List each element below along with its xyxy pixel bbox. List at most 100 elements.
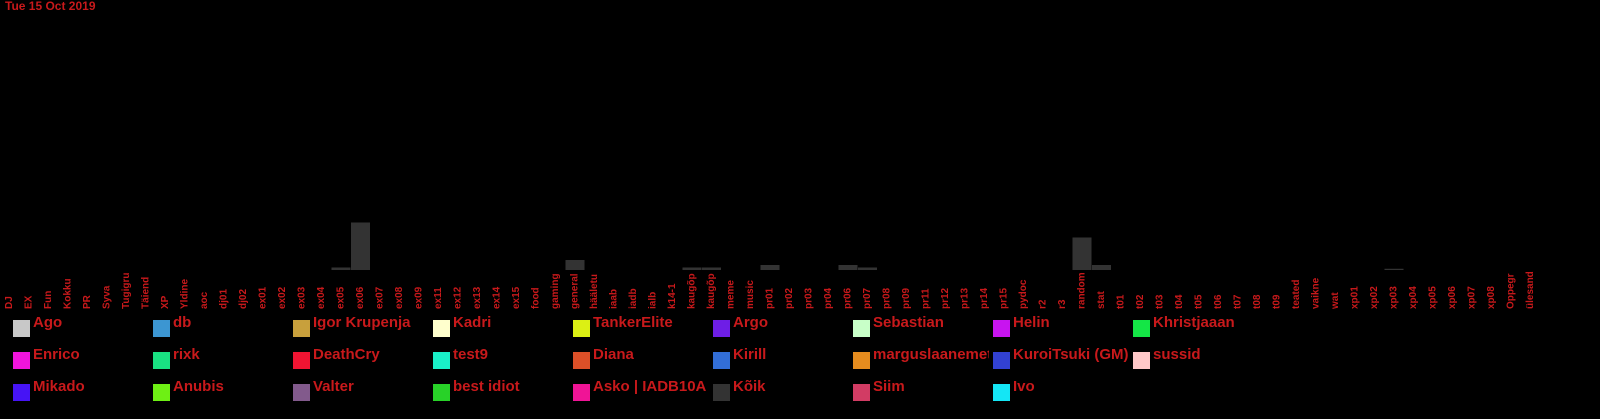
category-label: EX: [24, 295, 35, 309]
category-label: t05: [1194, 294, 1205, 309]
legend-swatch: [13, 352, 30, 369]
bar-kaugõp-series-17: [682, 267, 702, 270]
legend-swatch: [13, 320, 30, 337]
category-label: xp01: [1350, 286, 1361, 309]
legend-item: Diana: [573, 346, 635, 369]
category-label: music: [745, 280, 756, 309]
category-label: Kokku: [63, 278, 74, 309]
category-label: dj02: [238, 289, 249, 309]
category-label: xp02: [1369, 286, 1380, 309]
category-labels: DJ EX Fun Kokku PR Syva Tugigru Täiend XP Yldine a…: [4, 271, 1536, 310]
legend-item: rixk: [153, 346, 200, 369]
legend-item: test9: [433, 346, 488, 369]
category-label: t06: [1213, 294, 1224, 309]
legend-item: Igor Krupenja: [293, 314, 411, 337]
category-label: Oppegr: [1506, 273, 1517, 309]
category-label: food: [531, 287, 542, 309]
legend-item: db: [153, 314, 191, 337]
category-label: ex02: [277, 286, 288, 309]
legend-label: TankerElite: [593, 314, 673, 331]
legend-label: db: [173, 314, 191, 331]
legend-item: Argo: [713, 314, 768, 337]
legend-label: Mikado: [33, 378, 85, 395]
category-label: XP: [160, 295, 171, 309]
legend-swatch: [1133, 352, 1150, 369]
legend-item: KuroiTsuki (GM): [993, 346, 1129, 369]
category-label: ex13: [472, 286, 483, 309]
category-label: vaikne: [1311, 277, 1322, 309]
legend-swatch: [13, 384, 30, 401]
bar-xp03-series-17: [1384, 268, 1404, 270]
category-label: pr14: [979, 287, 990, 309]
legend-swatch: [853, 352, 870, 369]
bars-layer: [331, 222, 1404, 270]
legend-item: best idiot: [433, 378, 520, 401]
category-label: kaugõp: [706, 273, 717, 309]
category-label: pydoc: [1018, 279, 1029, 309]
bar-pr07-series-17: [858, 267, 877, 270]
category-label: Syva: [102, 285, 113, 309]
legend-label: Siim: [873, 378, 905, 395]
legend-label: DeathCry: [313, 346, 380, 363]
bar-random-series-17: [1072, 237, 1092, 270]
category-label: t03: [1155, 294, 1166, 309]
category-label: Täiend: [141, 277, 152, 309]
legend-item: Enrico: [13, 346, 80, 369]
bar-pr06-series-17: [838, 265, 858, 270]
category-label: pr11: [921, 288, 932, 309]
legend-label: Helin: [1013, 314, 1050, 331]
legend-swatch: [993, 352, 1010, 369]
category-label: t08: [1252, 294, 1263, 309]
category-label: Tugigru: [121, 273, 132, 309]
legend-label: Khristjaaan: [1153, 314, 1235, 331]
legend-swatch: [293, 320, 310, 337]
legend-item: Asko | IADB10A: [573, 378, 707, 401]
legend-label: Anubis: [173, 378, 224, 395]
category-label: pr15: [999, 287, 1010, 309]
category-label: Fun: [43, 291, 54, 309]
legend-swatch: [993, 320, 1010, 337]
legend-item: Sebastian: [853, 314, 944, 337]
legend-label: Igor Krupenja: [313, 314, 411, 331]
legend-item: sussid: [1133, 346, 1201, 369]
category-label: xp05: [1428, 286, 1439, 309]
legend-item: marguslaanemets: [853, 346, 989, 369]
legend-swatch: [153, 320, 170, 337]
bar-kaugõp-series-17: [702, 267, 721, 270]
category-label: DJ: [4, 296, 15, 309]
category-label: pr09: [901, 287, 912, 309]
bar-general-series-17: [565, 260, 585, 270]
legend-label: Asko | IADB10A: [593, 378, 707, 395]
category-label: t04: [1174, 294, 1185, 309]
category-label: PR: [82, 294, 93, 309]
legend-swatch: [573, 352, 590, 369]
category-label: k14-1: [667, 283, 678, 309]
category-label: ex03: [297, 286, 308, 309]
legend-swatch: [153, 352, 170, 369]
category-label: ex11: [433, 287, 444, 309]
category-label: ex04: [316, 286, 327, 309]
legend-item: Khristjaaan: [1133, 314, 1235, 337]
legend-label: Kirill: [733, 346, 766, 363]
legend-item: Ivo: [993, 378, 1035, 401]
legend-swatch: [713, 320, 730, 337]
category-label: ex01: [258, 286, 269, 309]
bar-pr01-series-17: [760, 265, 780, 270]
legend-label: Kadri: [453, 314, 491, 331]
category-label: t01: [1116, 294, 1127, 309]
category-label: ex08: [394, 286, 405, 309]
legend-swatch: [293, 352, 310, 369]
category-label: pr06: [843, 287, 854, 309]
legend-swatch: [993, 384, 1010, 401]
legend-label: Enrico: [33, 346, 80, 363]
bar-stat-series-17: [1092, 265, 1111, 270]
legend-item: Kõik: [713, 378, 766, 401]
legend-swatch: [433, 384, 450, 401]
category-label: pr12: [940, 287, 951, 309]
category-label: dj01: [219, 289, 230, 309]
category-label: xp03: [1389, 286, 1400, 309]
legend-label: Kõik: [733, 378, 766, 395]
bar-ex05-series-17: [331, 267, 351, 270]
